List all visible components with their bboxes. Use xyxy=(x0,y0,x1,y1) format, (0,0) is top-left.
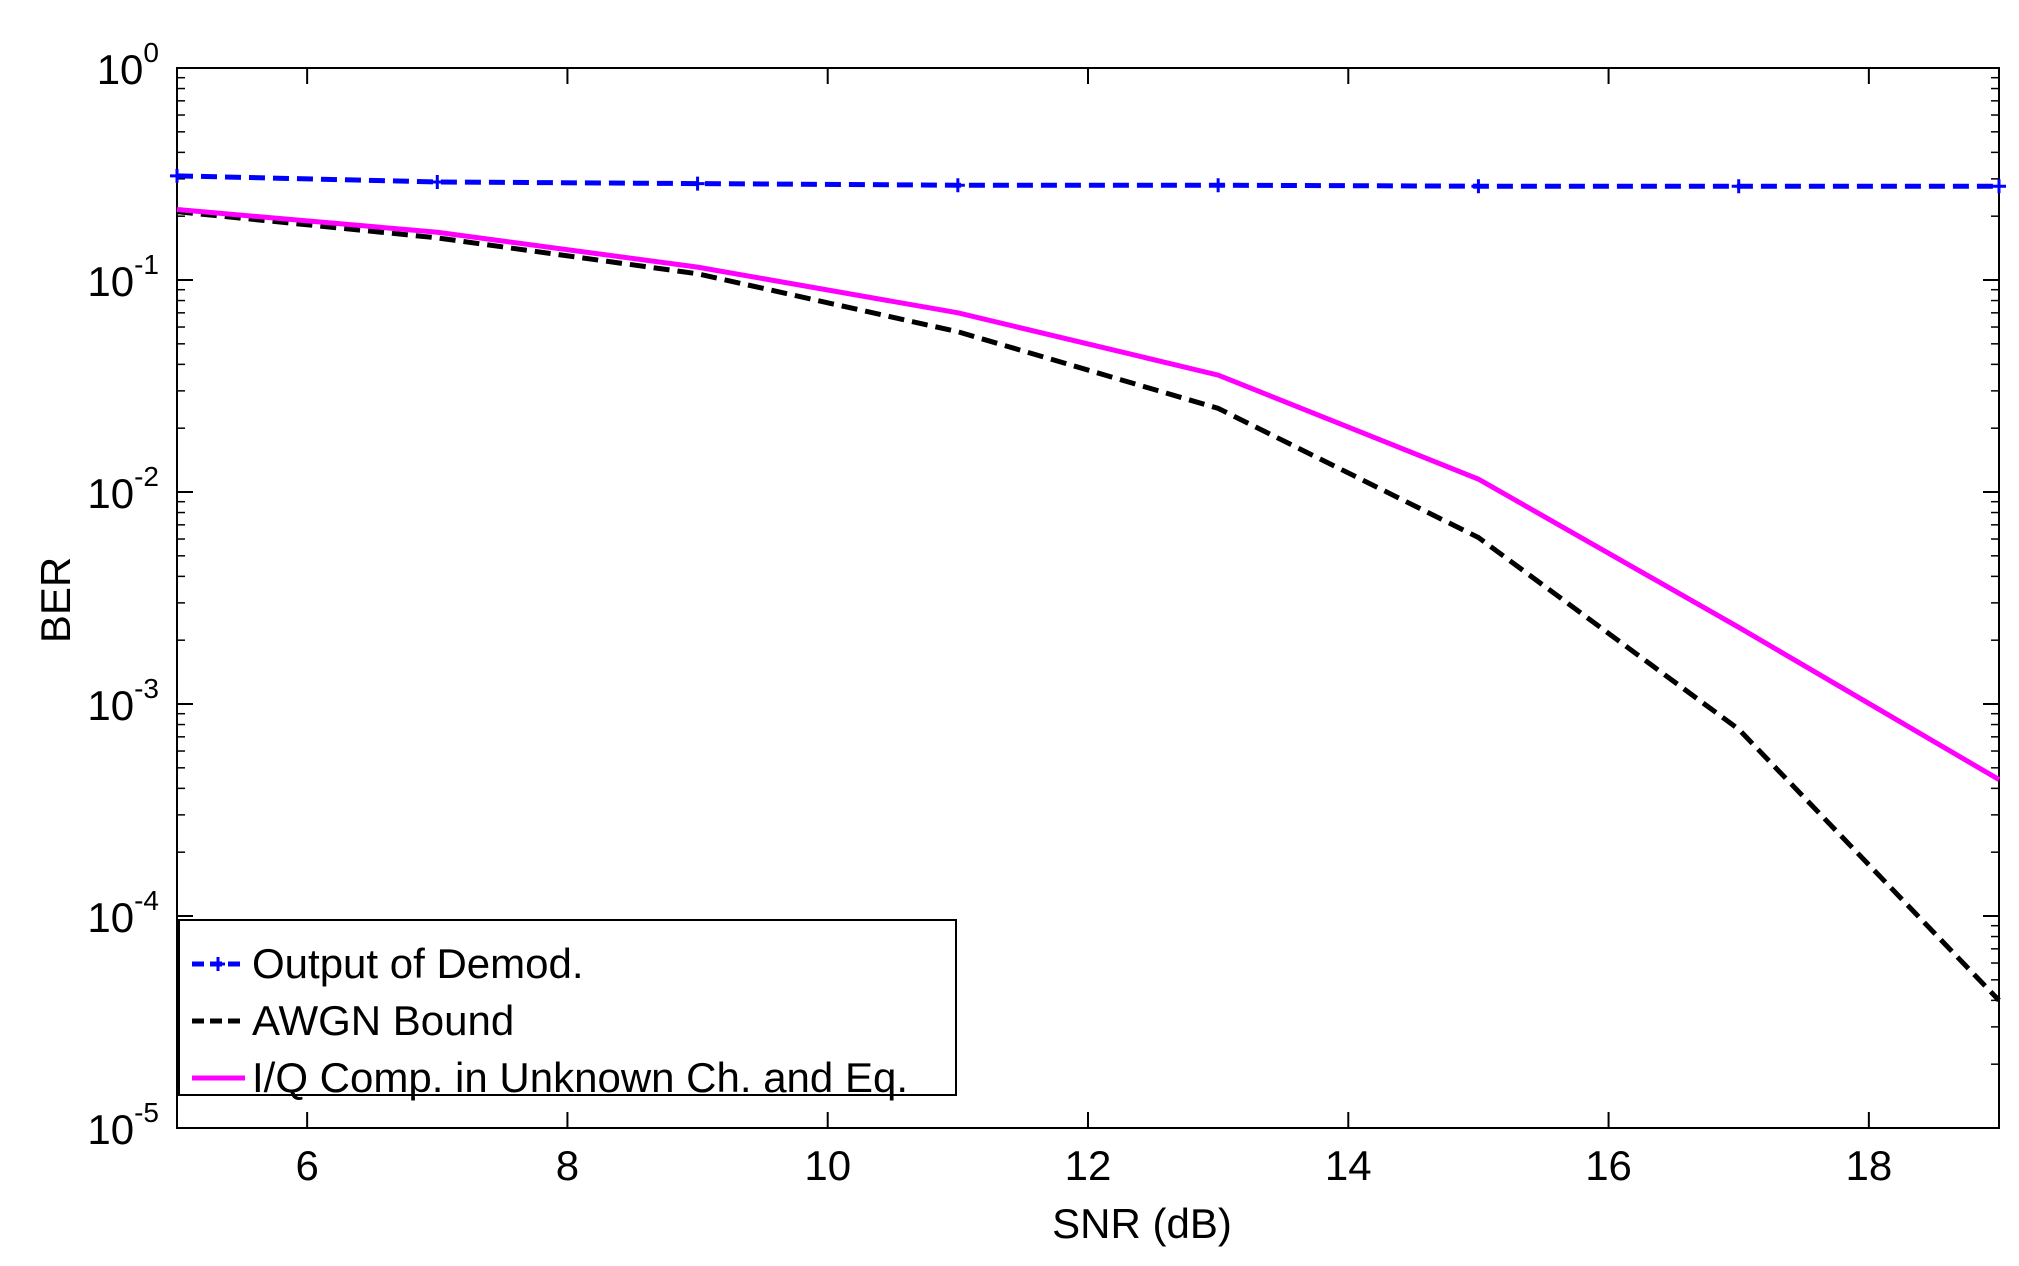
data-point xyxy=(1471,179,1486,194)
data-point xyxy=(1992,179,2006,194)
x-tick-label: 18 xyxy=(1845,1142,1892,1189)
x-tick-label: 14 xyxy=(1325,1142,1372,1189)
legend: Output of Demod. AWGN Bound I/Q Comp. in U… xyxy=(178,919,957,1101)
data-point xyxy=(170,168,184,183)
y-tick-label: 10-4 xyxy=(87,885,159,941)
x-tick-label: 12 xyxy=(1065,1142,1112,1189)
y-tick-label: 10-5 xyxy=(87,1097,159,1153)
x-axis-label: SNR (dB) xyxy=(1052,1200,1232,1247)
x-tick-label: 10 xyxy=(804,1142,851,1189)
y-tick-label: 10-2 xyxy=(87,461,159,517)
data-point xyxy=(1731,179,1746,194)
x-tick-label: 6 xyxy=(295,1142,318,1189)
y-axis-label: BER xyxy=(32,557,79,643)
x-tick-label: 16 xyxy=(1585,1142,1632,1189)
legend-box xyxy=(178,919,957,1096)
x-tick-label: 8 xyxy=(556,1142,579,1189)
data-point xyxy=(690,176,705,191)
legend-marker xyxy=(211,957,225,971)
data-point xyxy=(950,178,965,193)
y-tick-label: 10-3 xyxy=(87,673,159,729)
legend-label: I/Q Comp. in Unknown Ch. and Eq. xyxy=(252,1054,908,1101)
legend-label: AWGN Bound xyxy=(252,997,514,1044)
series-line xyxy=(176,173,1999,189)
series-line xyxy=(176,209,2001,1003)
y-tick-label: 10-1 xyxy=(87,249,159,305)
data-point xyxy=(430,174,445,189)
series-line xyxy=(176,207,2001,782)
data-point xyxy=(1211,178,1226,193)
y-tick-label: 100 xyxy=(97,37,159,93)
legend-label: Output of Demod. xyxy=(252,940,584,987)
